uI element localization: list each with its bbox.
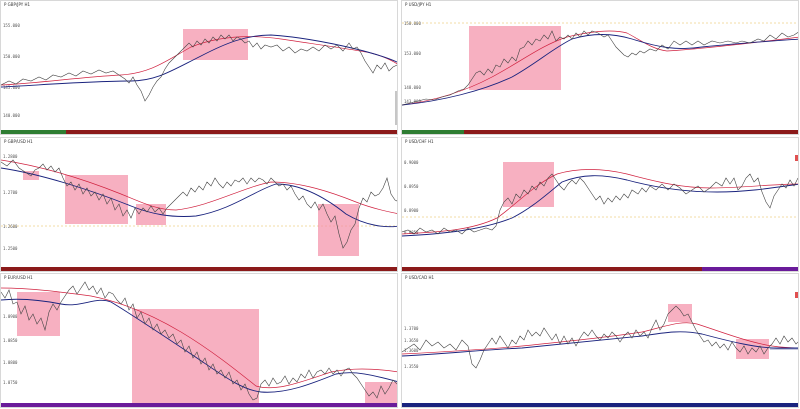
price-label: 1.2600: [3, 224, 18, 229]
price-label: 1.0800: [3, 360, 18, 365]
timeline-bar: [402, 403, 798, 407]
price-chart: [1, 159, 397, 256]
highlight-zone: [668, 304, 692, 322]
timeline-bar: [402, 130, 798, 134]
highlight-zone: [318, 204, 359, 256]
price-chart: [402, 304, 798, 369]
ma-slow-line: [1, 298, 397, 393]
edge-marker: [795, 155, 798, 161]
ma-fast-line: [1, 159, 397, 214]
price-label: 140.000: [3, 113, 20, 118]
price-label: 1.2800: [3, 154, 18, 159]
ma-slow-line: [402, 34, 798, 106]
price-label: 1.3550: [404, 364, 419, 369]
chart-pane-usdcad[interactable]: P USD/CAD H1 1.3700 1.3650 1.3600 1.3550: [401, 273, 799, 408]
price-label: 0.8950: [404, 184, 419, 189]
edge-marker: [795, 292, 798, 298]
timeline-bar: [1, 130, 397, 134]
price-label: 143.000: [404, 99, 421, 104]
pane-title: P EUR/USD H1: [4, 275, 33, 280]
price-label: 1.0900: [3, 314, 18, 319]
price-chart: [1, 29, 397, 125]
pane-title: P USD/CAD H1: [405, 275, 435, 280]
ma-slow-line: [1, 34, 397, 88]
price-label: 1.2500: [3, 246, 18, 251]
timeline-bar: [1, 267, 397, 271]
price-label: 155.000: [3, 23, 20, 28]
chart-pane-usdjpy[interactable]: P USD/JPY H1 158.000 153.000 148.000 143…: [401, 0, 799, 135]
price-line: [1, 34, 397, 102]
pane-title: P USD/CHF H1: [405, 139, 434, 144]
highlight-zone: [136, 204, 166, 225]
price-line: [402, 173, 798, 235]
price-label: 1.0750: [3, 380, 18, 385]
pane-title: P USD/JPY H1: [405, 2, 432, 7]
price-chart: [402, 22, 798, 106]
price-label: 150.000: [3, 54, 20, 59]
price-label: 1.3650: [404, 338, 419, 343]
highlight-zone: [65, 175, 128, 224]
chart-pane-gbpjpy[interactable]: P GBP/JPY H1 155.000 150.000 145.000 140…: [0, 0, 398, 135]
price-label: 145.000: [3, 85, 20, 90]
price-label: 1.0850: [3, 338, 18, 343]
ma-slow-line: [402, 331, 798, 357]
price-label: 158.000: [404, 21, 421, 26]
ma-fast-line: [402, 322, 798, 355]
price-label: 1.2700: [3, 190, 18, 195]
highlight-zone: [503, 162, 554, 207]
price-label: 1.3700: [404, 326, 419, 331]
highlight-zone: [469, 26, 561, 90]
price-line: [402, 305, 798, 369]
price-line: [1, 159, 397, 249]
price-label: 0.9000: [404, 160, 419, 165]
ma-fast-line: [402, 30, 798, 106]
price-line: [1, 281, 397, 401]
timeline-bar: [402, 267, 798, 271]
price-chart: [1, 281, 397, 406]
chart-pane-gbpusd[interactable]: P GBP/USD H1 1.2800 1.2700 1.2600 1.2500: [0, 137, 398, 272]
price-label: 1.3600: [404, 348, 419, 353]
ma-fast-line: [1, 287, 397, 389]
timeline-bar: [1, 403, 397, 407]
highlight-zone: [183, 29, 248, 60]
pane-title: P GBP/JPY H1: [4, 2, 31, 7]
ma-fast-line: [402, 169, 798, 235]
highlight-zone: [17, 292, 60, 336]
chart-pane-usdchf[interactable]: P USD/CHF H1 0.9000 0.8950 0.8900 0.8850: [401, 137, 799, 272]
price-label: 148.000: [404, 85, 421, 90]
ma-slow-line: [402, 175, 798, 237]
price-label: 153.000: [404, 51, 421, 56]
chart-pane-eurusd[interactable]: P EUR/USD H1 1.0900 1.0850 1.0800 1.0750: [0, 273, 398, 408]
price-chart: [402, 162, 798, 237]
price-line: [402, 30, 798, 106]
price-label: 0.8900: [404, 208, 419, 213]
pane-title: P GBP/USD H1: [4, 139, 33, 144]
